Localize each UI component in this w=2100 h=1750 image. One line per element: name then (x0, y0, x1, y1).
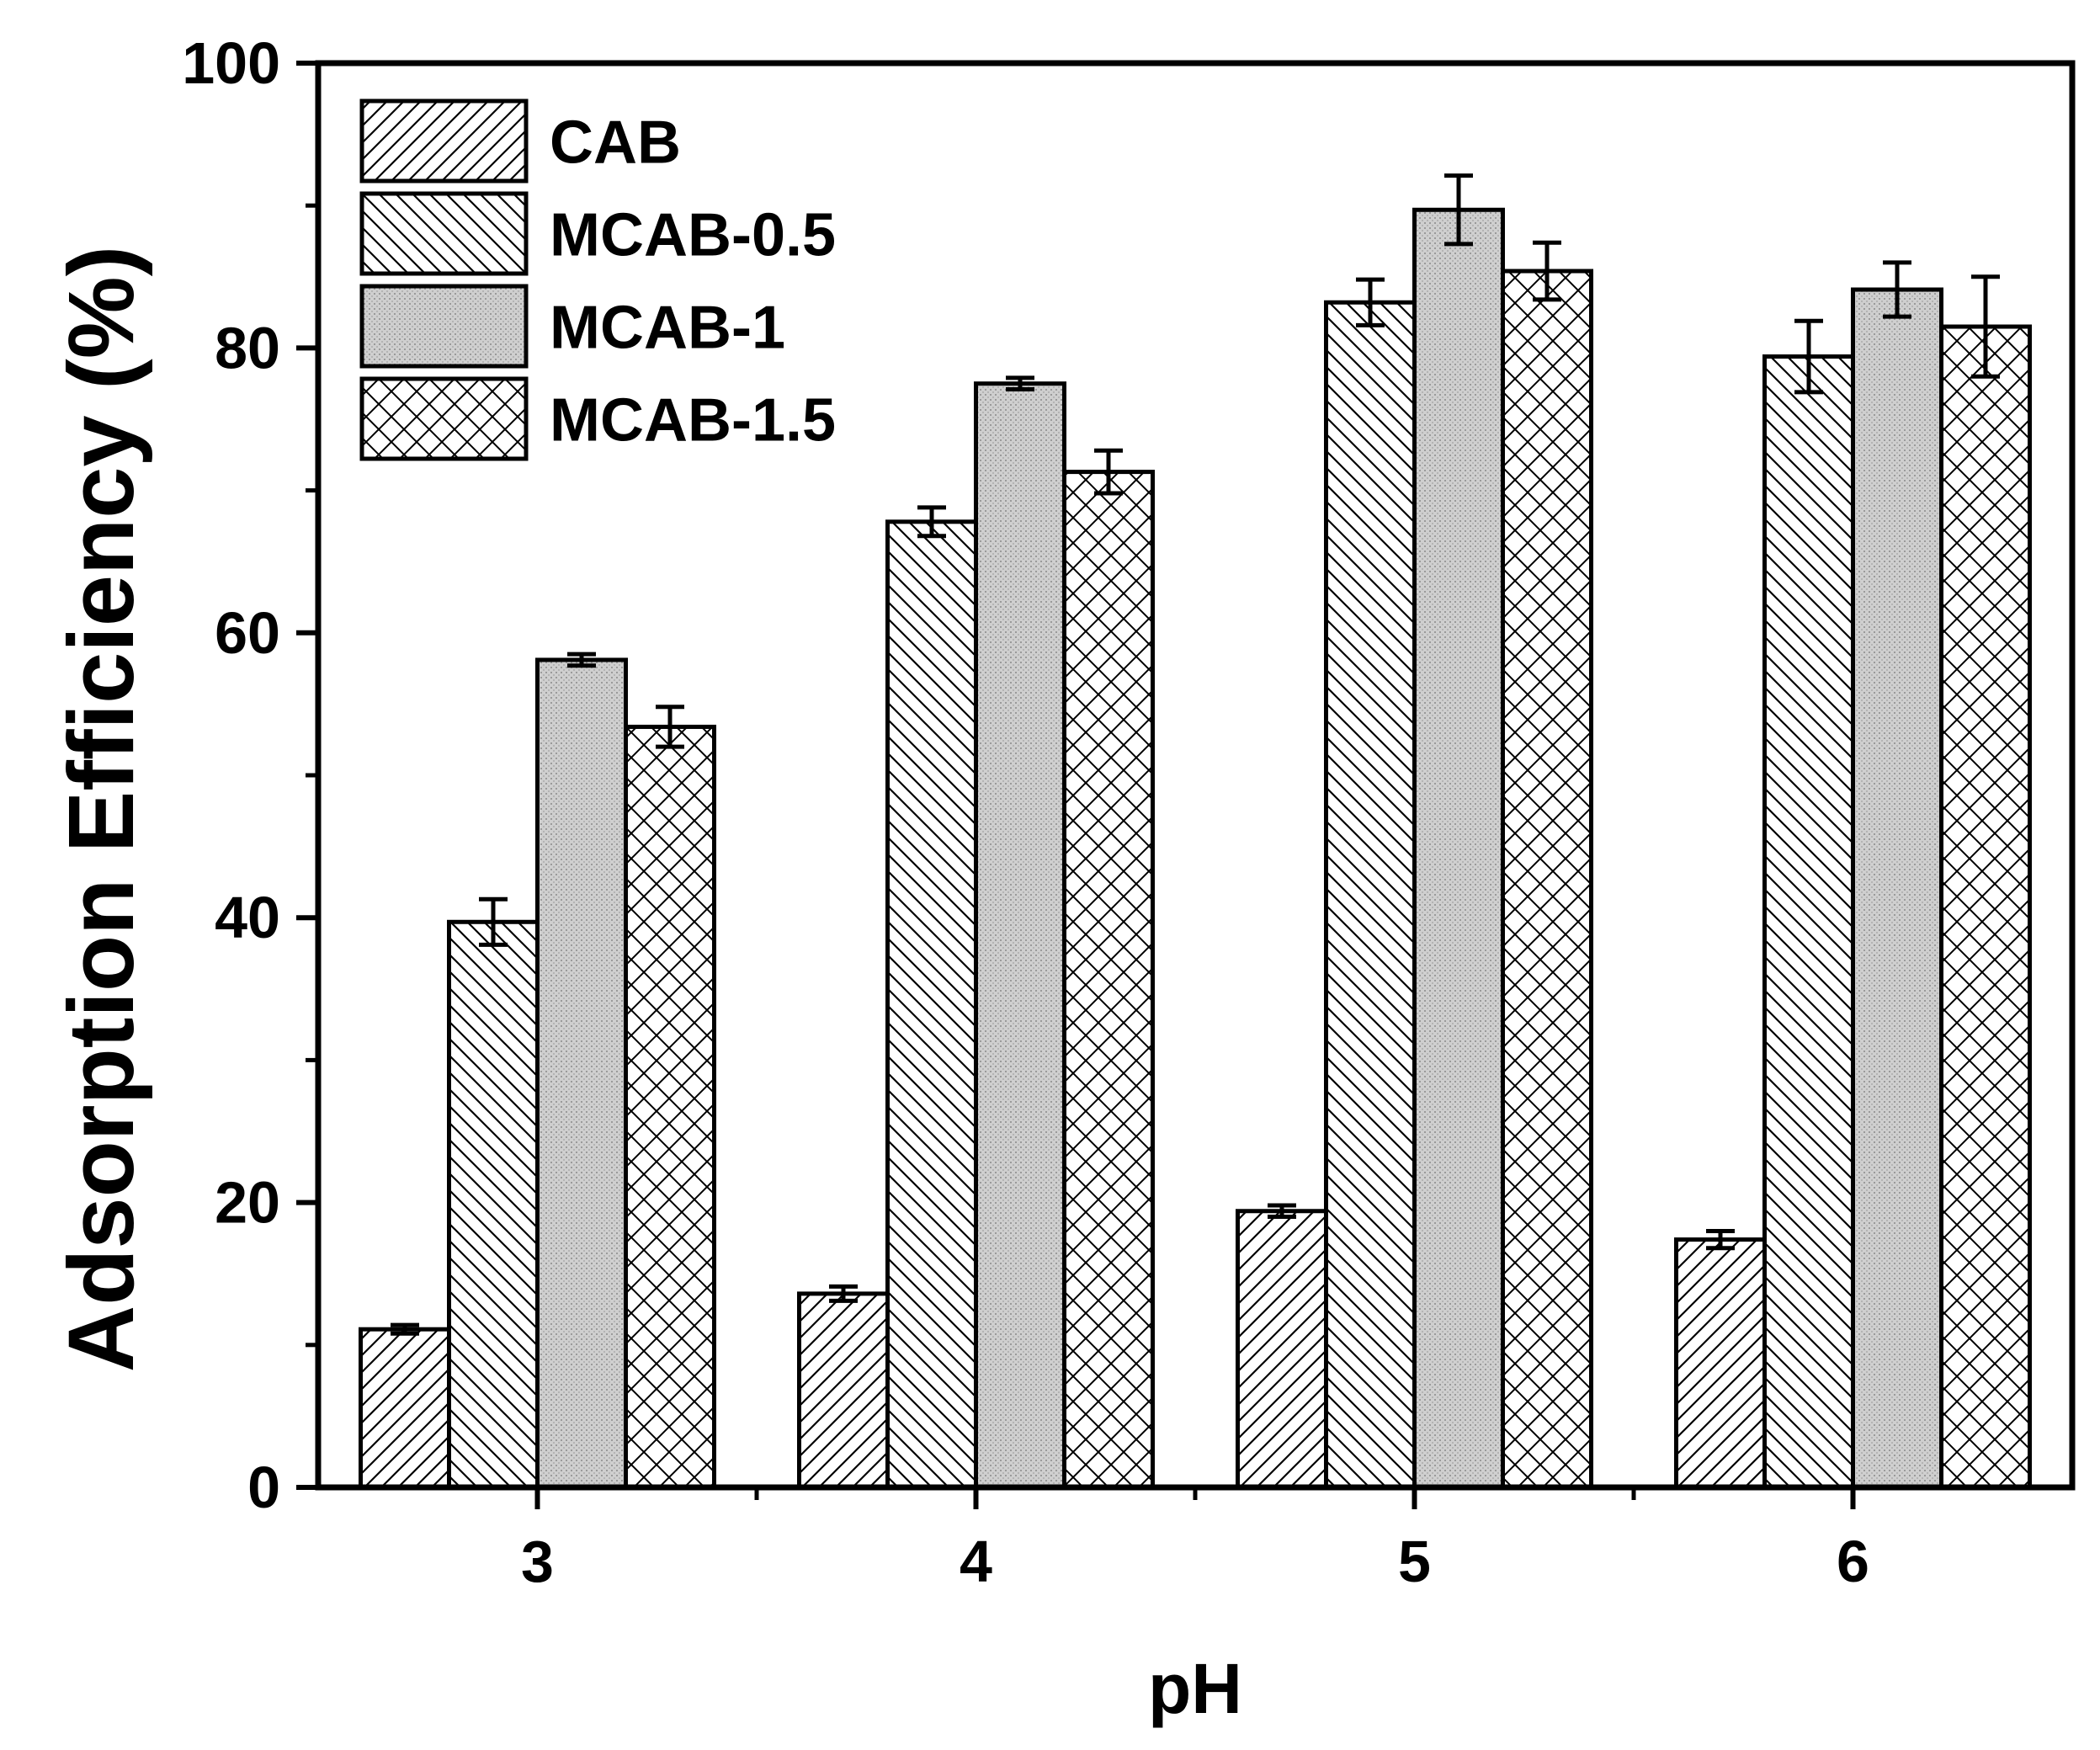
error-bar-mcab-1-ph3 (567, 652, 596, 668)
x-tick-label: 6 (1837, 1529, 1869, 1594)
legend-swatch (359, 191, 529, 276)
bar-mcab-0-5-ph6 (1762, 354, 1855, 1490)
bar-mcab-1-ph6 (1851, 287, 1943, 1490)
error-bars-layer (391, 173, 2000, 1336)
legend-swatch (359, 284, 529, 369)
legend-label: MCAB-0.5 (550, 202, 836, 269)
error-bar-mcab-1-ph6 (1883, 260, 1911, 319)
y-tick-label: 40 (215, 885, 280, 950)
x-tick-label: 4 (960, 1529, 992, 1594)
bar-mcab-0-5-ph3 (447, 919, 540, 1490)
legend-label: MCAB-1 (550, 295, 785, 362)
error-bar-cab-ph5 (1268, 1203, 1296, 1220)
legend-label: MCAB-1.5 (550, 387, 836, 455)
error-bar-cab-ph6 (1706, 1228, 1735, 1251)
error-bar-mcab-0-5-ph4 (917, 505, 946, 539)
bar-cab-ph5 (1236, 1209, 1328, 1490)
legend-item-mcab-0-5: MCAB-0.5 (359, 191, 836, 276)
error-bar-mcab-0-5-ph5 (1356, 277, 1385, 327)
error-bar-mcab-1-5-ph3 (656, 705, 684, 749)
bar-cab-ph3 (359, 1327, 451, 1490)
error-bar-mcab-0-5-ph6 (1794, 318, 1823, 395)
bar-mcab-1-5-ph5 (1501, 269, 1593, 1490)
y-tick-label: 60 (215, 600, 280, 666)
legend-swatch (359, 376, 529, 461)
error-bar-mcab-1-ph4 (1006, 375, 1034, 391)
y-tick-label: 100 (182, 30, 280, 96)
x-tick-label: 3 (521, 1529, 554, 1594)
bar-mcab-1-5-ph4 (1062, 470, 1155, 1490)
error-bar-mcab-1-5-ph4 (1094, 448, 1123, 496)
error-bar-mcab-0-5-ph3 (479, 896, 508, 947)
error-bar-mcab-1-ph5 (1444, 173, 1473, 247)
legend: CAB MCAB-0.5 MCAB-1 MCAB-1.5 (359, 98, 836, 461)
legend-item-mcab-1-5: MCAB-1.5 (359, 376, 836, 461)
bar-mcab-1-ph4 (974, 381, 1066, 1490)
legend-item-cab: CAB (359, 98, 681, 184)
bar-mcab-1-ph5 (1412, 207, 1505, 1490)
y-axis-title: Adsorption Efficiency (%) (50, 246, 153, 1372)
y-tick-label: 80 (215, 315, 280, 380)
x-axis-title: pH (1148, 1649, 1242, 1728)
y-tick-label: 20 (215, 1170, 280, 1236)
error-bar-mcab-1-5-ph6 (1971, 274, 2000, 379)
error-bar-cab-ph4 (829, 1284, 858, 1303)
error-bar-mcab-1-5-ph5 (1533, 240, 1561, 302)
bar-cab-ph4 (797, 1291, 890, 1490)
bar-mcab-1-5-ph3 (624, 724, 716, 1490)
bar-mcab-0-5-ph4 (885, 519, 978, 1490)
bar-cab-ph6 (1674, 1237, 1767, 1490)
bar-mcab-1-ph3 (535, 657, 628, 1490)
bar-mcab-1-5-ph6 (1939, 324, 2032, 1490)
bars-layer (359, 207, 2032, 1490)
legend-swatch (359, 98, 529, 184)
y-tick-label: 0 (247, 1455, 280, 1520)
legend-label: CAB (550, 109, 681, 177)
bar-mcab-0-5-ph5 (1324, 300, 1417, 1490)
legend-item-mcab-1: MCAB-1 (359, 284, 785, 369)
x-tick-label: 5 (1398, 1529, 1431, 1594)
error-bar-cab-ph3 (391, 1322, 419, 1336)
